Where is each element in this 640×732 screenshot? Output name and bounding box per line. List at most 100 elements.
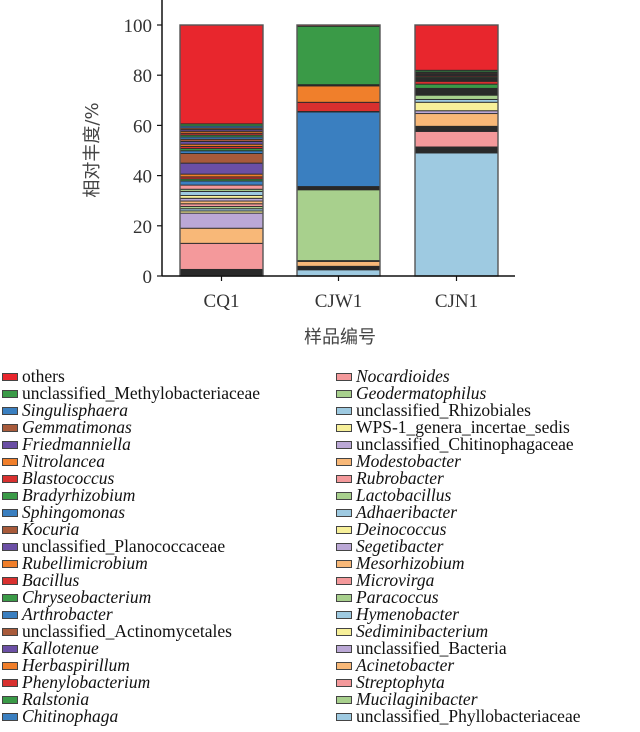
legend-swatch — [2, 440, 18, 449]
legend-label: Phenylobacterium — [22, 672, 151, 692]
legend-swatch — [336, 576, 352, 585]
legend-label: unclassified_Planococcaceae — [22, 536, 226, 556]
legend-column-left: others unclassified_Methylobacteriaceae Si… — [2, 366, 261, 726]
legend-label: Singulisphaera — [22, 400, 128, 420]
legend-swatch — [336, 457, 352, 466]
legend-item: Arthrobacter — [2, 604, 260, 624]
legend-label: Sediminibacterium — [356, 621, 489, 641]
legend-swatch — [2, 661, 18, 670]
legend-swatch — [336, 491, 352, 500]
bar-segment-cjn1-unclassified-phyllobacteriaceae — [414, 152, 499, 277]
legend-swatch — [2, 576, 18, 585]
legend-item: Paracoccus — [334, 587, 580, 607]
legend-swatch — [2, 644, 18, 653]
legend-label: Herbaspirillum — [22, 655, 130, 675]
legend-item: Gemmatimonas — [2, 417, 260, 437]
legend-item: Streptophyta — [334, 673, 580, 691]
legend-swatch — [2, 712, 18, 721]
legend-swatch — [336, 695, 352, 704]
legend-swatch — [2, 423, 18, 432]
legend-swatch — [336, 712, 352, 721]
legend-item: unclassified_Bacteria — [334, 639, 580, 657]
legend-item: Singulisphaera — [2, 400, 260, 420]
bar-segment-cq1-nocardioides — [179, 184, 264, 190]
y-ticks-group: 0 20 40 60 80 100 — [124, 16, 162, 288]
legend-item: Adhaeribacter — [334, 503, 580, 521]
legend: others unclassified_Methylobacteriaceae Si… — [0, 366, 640, 732]
legend-swatch — [2, 610, 18, 619]
legend-item: Chitinophaga — [2, 706, 260, 726]
legend-swatch — [336, 406, 352, 415]
bar-segment-cjw1-modestobacter — [296, 260, 381, 267]
bar-segment-cjw1-geodermatophilus — [296, 189, 381, 262]
legend-swatch — [2, 372, 18, 381]
legend-swatch — [336, 661, 352, 670]
legend-item: WPS-1_genera_incertae_sedis — [334, 417, 580, 437]
x-tick-label: CJW1 — [315, 291, 363, 312]
legend-item: Blastococcus — [2, 469, 260, 487]
x-ticks-group: CQ1 CJW1 CJN1 — [204, 276, 478, 312]
bar-segment-cjw1-nitrolancea — [296, 85, 381, 103]
legend-swatch — [336, 423, 352, 432]
legend-swatch — [336, 508, 352, 517]
legend-swatch — [336, 559, 352, 568]
legend-label: others — [22, 366, 65, 386]
legend-item: unclassified_Chitinophagaceae — [334, 434, 580, 454]
legend-label: unclassified_Actinomycetales — [22, 621, 232, 641]
legend-item: Mesorhizobium — [334, 553, 580, 573]
legend-swatch — [2, 457, 18, 466]
bar-segment-cq1-chitinophaga — [179, 180, 264, 186]
legend-label: Segetibacter — [356, 536, 444, 556]
legend-label: Paracoccus — [356, 587, 439, 607]
y-tick-label: 40 — [133, 167, 152, 188]
legend-item: Ralstonia — [2, 689, 260, 709]
legend-swatch — [2, 678, 18, 687]
legend-label: unclassified_Methylobacteriaceae — [22, 383, 261, 403]
bar-segment-cq1-others — [179, 24, 264, 125]
legend-label: Chitinophaga — [22, 706, 119, 726]
legend-label: Lactobacillus — [356, 485, 452, 505]
legend-swatch — [2, 406, 18, 415]
legend-label: unclassified_Phyllobacteriaceae — [356, 706, 581, 726]
legend-swatch — [2, 593, 18, 602]
legend-swatch — [336, 440, 352, 449]
legend-label: Deinococcus — [356, 519, 447, 539]
bar-segment-cjw1-unclassified-methylobacteriaceae — [296, 25, 381, 86]
legend-item: unclassified_Rhizobiales — [334, 401, 580, 419]
legend-item: Herbaspirillum — [2, 655, 260, 675]
x-tick-label: CJN1 — [435, 291, 478, 312]
legend-item: Nitrolancea — [2, 451, 260, 471]
legend-item: unclassified_Methylobacteriaceae — [2, 383, 261, 403]
legend-item: Microvirga — [334, 570, 580, 590]
legend-label: Sphingomonas — [22, 502, 126, 522]
legend-label: Gemmatimonas — [22, 417, 132, 437]
x-tick-label: CQ1 — [204, 291, 240, 312]
legend-swatch — [2, 389, 18, 398]
legend-label: Ralstonia — [22, 689, 90, 709]
y-tick-label: 60 — [133, 116, 152, 137]
legend-swatch — [336, 593, 352, 602]
legend-swatch — [336, 678, 352, 687]
legend-label: Microvirga — [356, 570, 435, 590]
legend-item: Acinetobacter — [334, 655, 580, 675]
y-tick-label: 20 — [133, 217, 152, 238]
legend-label: Nitrolancea — [22, 451, 105, 471]
legend-swatch — [2, 525, 18, 534]
legend-label: WPS-1_genera_incertae_sedis — [356, 417, 570, 437]
legend-swatch — [2, 627, 18, 636]
y-tick-label: 80 — [133, 66, 152, 87]
bars-group — [179, 24, 499, 277]
legend-label: Chryseobacterium — [22, 587, 152, 607]
legend-label: unclassified_Chitinophagaceae — [356, 434, 574, 454]
bar-segment-cjn1-modestobacter — [414, 113, 499, 127]
legend-label: Mesorhizobium — [356, 553, 465, 573]
legend-item: Segetibacter — [334, 536, 580, 556]
legend-label: Arthrobacter — [22, 604, 113, 624]
legend-swatch — [336, 542, 352, 551]
bar-segment-cq1-mesorhizobium — [179, 227, 264, 244]
legend-label: Kallotenue — [22, 638, 99, 658]
legend-label: Acinetobacter — [356, 655, 455, 675]
legend-item: unclassified_Planococcaceae — [2, 536, 260, 556]
legend-column-right: Nocardioides Geodermatophilus unclassified… — [334, 367, 581, 726]
legend-label: Hymenobacter — [356, 604, 460, 624]
